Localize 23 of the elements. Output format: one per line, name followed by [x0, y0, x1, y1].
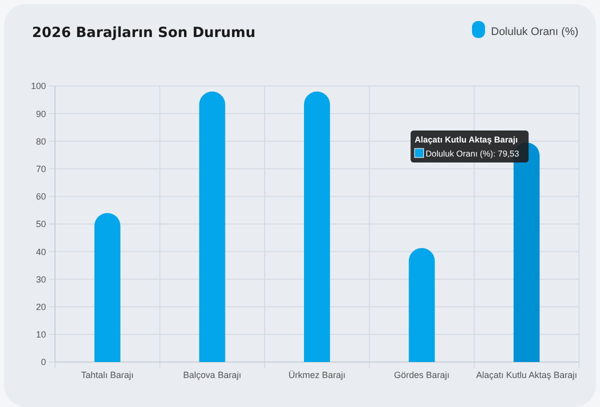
legend-label: Doluluk Oranı (%) [491, 26, 578, 38]
x-tick-label: Gördes Barajı [394, 370, 450, 380]
x-tick-label: Alaçatı Kutlu Aktaş Barajı [476, 370, 578, 380]
y-tick-label: 90 [36, 108, 46, 119]
y-tick-label: 40 [36, 246, 46, 257]
bar [408, 248, 435, 362]
x-tick-label: Balçova Barajı [183, 370, 242, 380]
x-tick-label: Ürkmez Barajı [288, 370, 346, 380]
x-tick-label: Tahtalı Barajı [81, 370, 134, 380]
y-tick-label: 60 [36, 192, 46, 202]
y-tick-label: 20 [36, 302, 46, 312]
bar [199, 92, 226, 362]
chart-title: 2026 Barajların Son Durumu [32, 25, 256, 41]
bar [94, 212, 120, 362]
y-tick-label: 100 [30, 81, 46, 92]
y-tick-label: 30 [36, 274, 46, 284]
y-tick-label: 50 [36, 219, 46, 230]
y-tick-label: 70 [36, 164, 46, 174]
annotation: Alaçatı Kutlu Aktaş Barajı Doluluk Oranı (%): 79,53 [414, 134, 520, 158]
y-tick-label: 0 [40, 357, 46, 368]
bar [304, 92, 330, 362]
y-tick-label: 10 [36, 330, 46, 340]
y-tick-label: 80 [36, 136, 46, 146]
